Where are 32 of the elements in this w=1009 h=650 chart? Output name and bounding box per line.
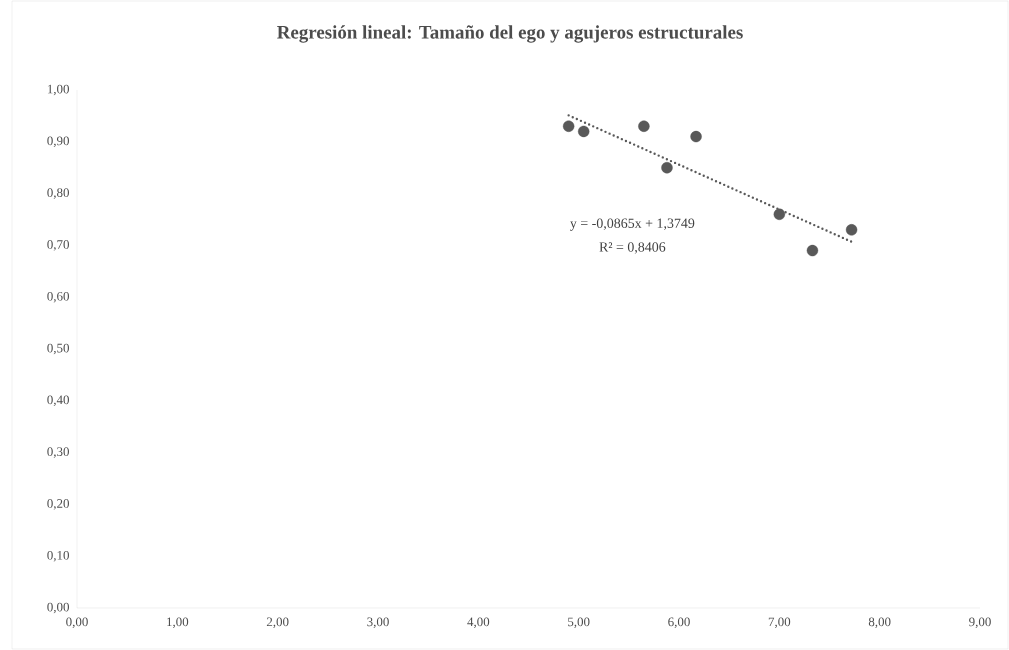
annotation: R² = 0,8406 — [599, 242, 666, 254]
point — [638, 120, 650, 132]
y-tick-label: 0,30 — [47, 447, 69, 458]
point — [562, 120, 575, 132]
point — [690, 130, 702, 143]
point — [773, 208, 786, 220]
x-tick-label: 4,00 — [467, 617, 490, 629]
x-tick-label: 2,00 — [266, 617, 289, 629]
x-tick-label: 7,00 — [768, 617, 791, 629]
y-tick-label: 0,00 — [47, 602, 69, 614]
x-tick-label: 1,00 — [167, 617, 189, 629]
x-tick-label: 9,00 — [969, 617, 991, 629]
y-tick-label: 0,10 — [47, 550, 69, 562]
y-tick-label: 0,50 — [47, 343, 69, 355]
y-tick-label: 0,40 — [47, 395, 69, 407]
x-tick-label: 5,00 — [568, 617, 590, 629]
y-tick-label: 1,00 — [47, 84, 69, 96]
y-tick-label: 0,90 — [47, 136, 69, 148]
y-tick-label: 0,60 — [47, 291, 69, 303]
point — [845, 224, 858, 236]
point — [578, 125, 590, 138]
x-tick-label: 8,00 — [868, 617, 891, 629]
y-tick-label: 0,80 — [47, 188, 69, 199]
y-tick-label: 0,20 — [47, 499, 69, 510]
x-tick-label: 0,00 — [66, 617, 88, 629]
point — [806, 244, 819, 257]
chart-title: Regresión lineal: Tamaño del ego y agujeros estructurales — [277, 25, 743, 43]
x-tick-label: 3,00 — [367, 617, 389, 629]
annotation: y = -0,0865x + 1,3749 — [570, 218, 695, 231]
point — [661, 161, 673, 174]
y-tick-label: 0,70 — [47, 240, 69, 251]
x-tick-label: 6,00 — [668, 617, 690, 629]
